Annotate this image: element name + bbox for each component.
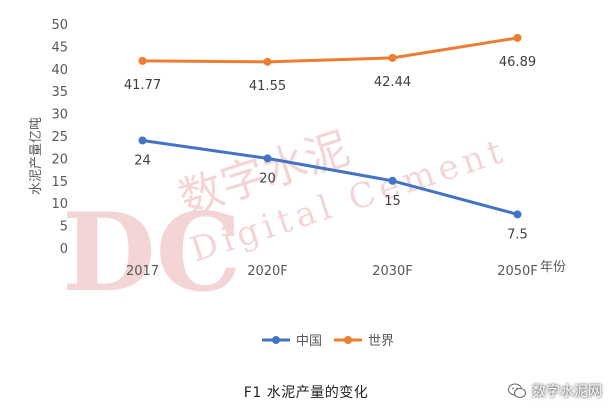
legend: 中国 世界 xyxy=(262,334,394,349)
series-line xyxy=(141,138,519,216)
data-label: 46.89 xyxy=(499,55,536,70)
data-label: 20 xyxy=(259,171,276,186)
data-point xyxy=(263,57,272,66)
data-point xyxy=(513,33,522,42)
data-label: 7.5 xyxy=(507,227,528,242)
data-label: 42.44 xyxy=(374,75,411,90)
y-tick-label: 35 xyxy=(51,85,68,100)
y-tick-label: 30 xyxy=(51,108,68,123)
data-point xyxy=(388,176,397,185)
y-axis-title: 水泥产量亿吨 xyxy=(29,117,44,195)
data-label: 24 xyxy=(134,153,151,168)
y-tick-label: 0 xyxy=(60,242,68,257)
y-tick-label: 20 xyxy=(51,152,68,167)
legend-marker xyxy=(272,336,280,344)
series-line xyxy=(141,36,519,64)
y-tick-label: 45 xyxy=(51,40,68,55)
data-point xyxy=(263,154,272,163)
series-layer: 24 20 15 7.5 41.77 41.55 42.44 46.89 xyxy=(124,33,536,242)
y-tick-label: 50 xyxy=(51,18,68,33)
y-tick-label: 40 xyxy=(51,63,68,78)
wechat-icon xyxy=(508,383,526,398)
brand-name: 数字水泥网 xyxy=(532,384,602,400)
x-tick-label: 2020F xyxy=(247,264,288,279)
data-point xyxy=(138,56,147,65)
line-chart: DC 数字水泥 Digital Cement 0 5 10 15 20 25 30 35 40 4… xyxy=(29,18,566,349)
legend-label: 世界 xyxy=(368,334,394,349)
x-tick-label: 2030F xyxy=(372,264,413,279)
watermark-initials: DC xyxy=(62,190,242,316)
x-tick-label: 2017 xyxy=(126,264,159,279)
data-label: 15 xyxy=(384,194,401,209)
x-tick-label: 2050F xyxy=(497,264,538,279)
x-axis-ticks: 2017 2020F 2030F 2050F xyxy=(126,264,538,279)
data-label: 41.55 xyxy=(249,79,286,94)
figure-caption: F1 水泥产量的变化 xyxy=(243,385,369,401)
y-tick-label: 10 xyxy=(51,197,68,212)
legend-marker xyxy=(344,336,352,344)
chart-area: DC 数字水泥 Digital Cement 0 5 10 15 20 25 30 35 40 4… xyxy=(29,18,567,349)
data-point xyxy=(513,210,522,219)
x-axis-title: 年份 xyxy=(540,260,566,275)
y-tick-label: 5 xyxy=(60,220,68,235)
y-tick-label: 15 xyxy=(51,175,68,190)
legend-label: 中国 xyxy=(296,334,322,349)
y-axis-ticks: 0 5 10 15 20 25 30 35 40 45 50 xyxy=(51,18,68,257)
brand-tag: 数字水泥网 xyxy=(508,381,602,401)
y-tick-label: 25 xyxy=(51,130,68,145)
data-point xyxy=(138,136,147,145)
watermark: DC 数字水泥 Digital Cement xyxy=(62,123,512,316)
data-point xyxy=(388,53,397,62)
data-label: 41.77 xyxy=(124,78,161,93)
